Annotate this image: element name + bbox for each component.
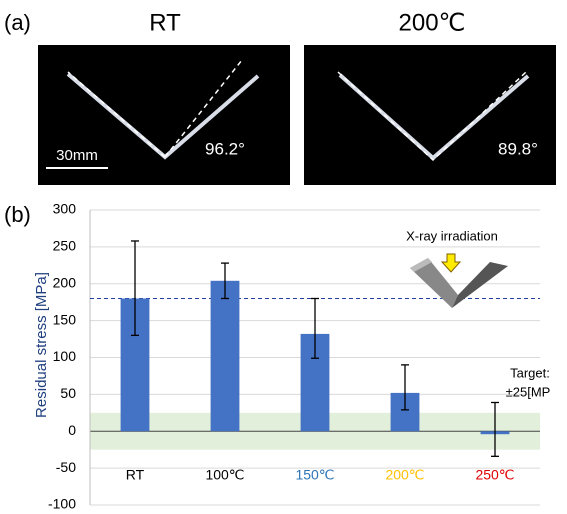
angle-label: 89.8°: [498, 139, 538, 158]
panel-label: (a): [4, 10, 31, 35]
y-tick-label: 50: [60, 385, 76, 401]
annotation: Target:: [510, 365, 550, 380]
x-tick-label: 200℃: [385, 467, 424, 483]
illustration: [410, 253, 508, 308]
bar: [210, 280, 240, 432]
image-title: 200℃: [399, 9, 466, 36]
y-tick-label: -100: [48, 496, 76, 512]
plot: -100 -50 0 50 100 150 200 250 300 RT 100℃ 150℃ 200℃ 2…: [48, 201, 540, 512]
annotation: ±25[MP: [506, 384, 551, 399]
angle-label: 96.2°: [205, 139, 245, 158]
y-tick-label: 300: [53, 201, 77, 217]
image-title: RT: [149, 9, 181, 36]
scale-label: 30mm: [56, 147, 98, 164]
y-axis-label: Residual stress [MPa]: [33, 272, 50, 418]
x-tick-label: 150℃: [295, 467, 334, 483]
y-tick-label: 200: [53, 274, 77, 290]
y-tick-label: 150: [53, 311, 77, 327]
x-tick-label: 250℃: [475, 467, 514, 483]
reference-line: [164, 59, 243, 158]
x-tick-label: 100℃: [205, 467, 244, 483]
photo: [304, 45, 556, 185]
annotation: X-ray irradiation: [406, 228, 498, 243]
x-tick-label: RT: [126, 467, 145, 483]
photo: [38, 45, 290, 185]
y-tick-label: 0: [68, 422, 76, 438]
y-tick-label: 250: [53, 238, 77, 254]
panel-label: (b): [4, 202, 31, 227]
y-tick-label: -50: [56, 459, 76, 475]
reference-line: [67, 71, 166, 158]
reference-line: [337, 71, 527, 162]
y-tick-label: 100: [53, 348, 77, 364]
